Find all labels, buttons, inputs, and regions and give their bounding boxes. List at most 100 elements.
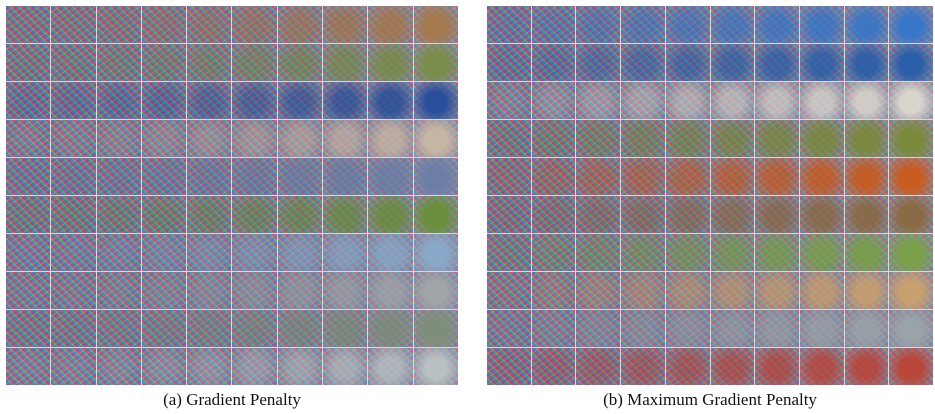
sample-truck-step-3 <box>576 158 621 195</box>
sample-car-step-8 <box>323 158 368 195</box>
sample-ship-step-4 <box>621 6 665 43</box>
sample-frog-step-7 <box>755 234 799 271</box>
sample-ship-step-7 <box>755 6 799 43</box>
maximum-gradient-penalty-sample-grid <box>487 6 933 385</box>
sample-deer-step-9 <box>368 44 413 81</box>
sample-bird-step-5 <box>187 234 232 271</box>
sample-cat-step-9 <box>368 272 413 309</box>
sample-horse-step-5 <box>187 6 232 43</box>
sample-deer-step-3 <box>576 196 621 233</box>
sample-car-step-7 <box>277 158 323 195</box>
sample-cat-step-5 <box>665 82 710 119</box>
sample-dog-step-6 <box>710 272 755 309</box>
sample-frog-step-6 <box>710 234 755 271</box>
sample-frog-step-1 <box>487 234 531 271</box>
sample-bird-step-8 <box>323 234 368 271</box>
sample-deer-step-2 <box>531 196 576 233</box>
sample-cat-step-1 <box>487 82 531 119</box>
sample-car-step-4 <box>141 158 187 195</box>
sample-bird-step-8 <box>323 310 368 347</box>
sample-cat-step-3 <box>96 272 141 309</box>
gradient-penalty-sample-grid <box>6 6 458 385</box>
sample-cat-step-9 <box>844 82 889 119</box>
sample-cat-step-3 <box>96 348 141 385</box>
sample-deer-step-4 <box>621 196 665 233</box>
sample-ship-step-8 <box>799 6 844 43</box>
sample-cat-step-9 <box>368 348 413 385</box>
sample-dog-step-10 <box>889 272 933 309</box>
sample-bird-step-1 <box>487 310 531 347</box>
sample-bird-step-7 <box>277 234 323 271</box>
sample-bird-step-5 <box>187 310 232 347</box>
sample-bird-step-1 <box>6 234 51 271</box>
sample-cat-step-5 <box>187 272 232 309</box>
sample-bird-step-6 <box>232 234 277 271</box>
sample-bird-step-2 <box>51 234 96 271</box>
sample-frog-step-3 <box>576 234 621 271</box>
sample-car-step-8 <box>799 348 844 385</box>
sample-bird-step-1 <box>6 310 51 347</box>
sample-bird-step-4 <box>621 310 665 347</box>
sample-deer-step-5 <box>187 44 232 81</box>
sample-cat-step-7 <box>755 82 799 119</box>
sample-airplane-step-1 <box>6 82 51 119</box>
sample-car-step-9 <box>368 158 413 195</box>
sample-horse-step-2 <box>51 6 96 43</box>
sample-cat-step-5 <box>187 348 232 385</box>
sample-deer-step-8 <box>323 44 368 81</box>
sample-bird-step-2 <box>531 310 576 347</box>
sample-cat-step-7 <box>277 120 323 157</box>
sample-airplane-step-8 <box>799 44 844 81</box>
sample-cat-step-4 <box>621 82 665 119</box>
sample-deer-step-6 <box>710 196 755 233</box>
sample-cat-step-2 <box>51 120 96 157</box>
sample-truck-step-4 <box>621 158 665 195</box>
sample-car-step-5 <box>187 158 232 195</box>
sample-cat-step-10 <box>413 348 458 385</box>
sample-truck-step-7 <box>755 158 799 195</box>
sample-horse-step-10 <box>413 6 458 43</box>
sample-airplane-step-3 <box>96 82 141 119</box>
sample-cat-step-4 <box>141 348 187 385</box>
sample-dog-step-4 <box>621 272 665 309</box>
sample-horse-step-4 <box>141 6 187 43</box>
sample-deer-step-4 <box>141 44 187 81</box>
sample-airplane-step-2 <box>51 82 96 119</box>
sample-bird-step-4 <box>141 234 187 271</box>
sample-car-step-10 <box>889 348 933 385</box>
sample-horse-step-3 <box>96 6 141 43</box>
sample-cat-step-8 <box>799 82 844 119</box>
caption-gradient-penalty: (a) Gradient Penalty <box>163 390 301 409</box>
sample-bird-step-8 <box>799 310 844 347</box>
sample-bird-step-3 <box>96 310 141 347</box>
sample-horse-step-9 <box>844 120 889 157</box>
sample-cat-step-7 <box>277 272 323 309</box>
sample-horse-step-5 <box>665 120 710 157</box>
sample-horse-step-3 <box>576 120 621 157</box>
sample-airplane-step-4 <box>621 44 665 81</box>
sample-car-step-1 <box>6 158 51 195</box>
sample-car-step-3 <box>576 348 621 385</box>
sample-car-step-2 <box>51 158 96 195</box>
sample-cat-step-10 <box>413 272 458 309</box>
sample-deer-step-5 <box>665 196 710 233</box>
sample-cat-step-10 <box>413 120 458 157</box>
caption-maximum-gradient-penalty: (b) Maximum Gradient Penalty <box>603 390 817 409</box>
sample-deer-step-8 <box>799 196 844 233</box>
sample-frog-step-9 <box>844 234 889 271</box>
sample-deer-step-10 <box>889 196 933 233</box>
sample-deer-step-2 <box>51 44 96 81</box>
sample-ship-step-3 <box>576 6 621 43</box>
sample-bird-step-3 <box>96 234 141 271</box>
sample-airplane-step-2 <box>531 44 576 81</box>
sample-frog-step-10 <box>413 196 458 233</box>
sample-airplane-step-5 <box>187 82 232 119</box>
sample-airplane-step-7 <box>755 44 799 81</box>
sample-deer-step-7 <box>277 44 323 81</box>
sample-cat-step-1 <box>6 120 51 157</box>
sample-car-step-5 <box>665 348 710 385</box>
sample-dog-step-9 <box>844 272 889 309</box>
sample-cat-step-9 <box>368 120 413 157</box>
sample-dog-step-3 <box>576 272 621 309</box>
sample-car-step-9 <box>844 348 889 385</box>
